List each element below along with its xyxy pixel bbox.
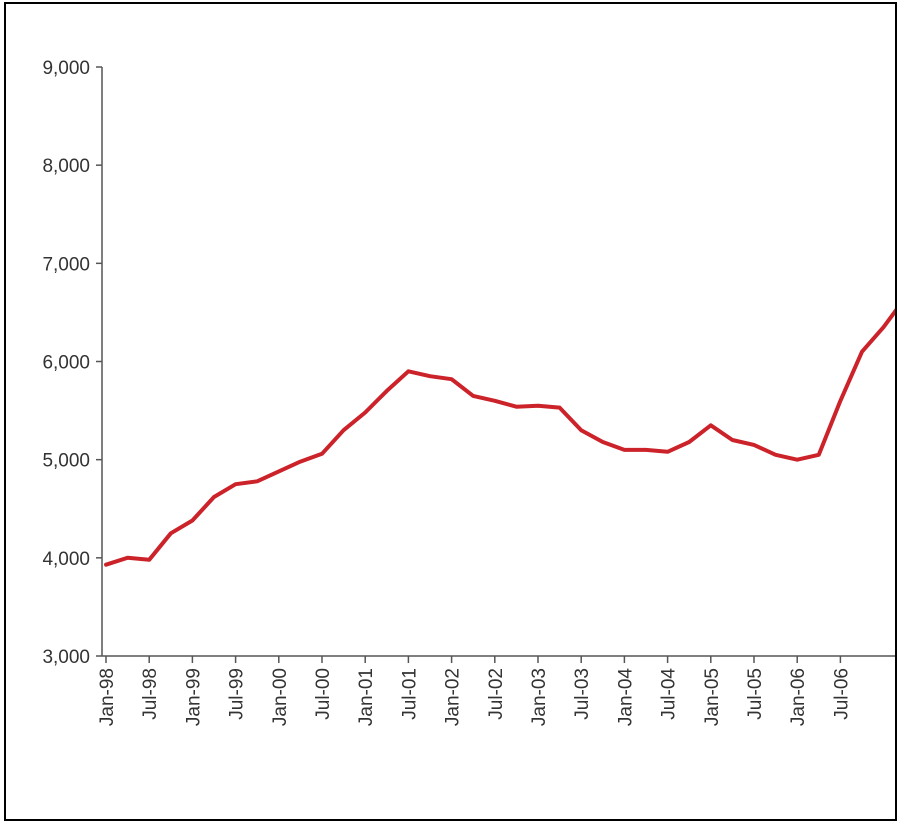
x-tick-label: Jul-05: [745, 668, 766, 720]
y-tick-label: 8,000: [42, 156, 90, 177]
y-tick-label: 9,000: [42, 58, 90, 79]
x-tick-label: Jul-01: [399, 668, 420, 720]
x-tick-label: Jan-04: [615, 668, 636, 727]
x-tick-label: Jan-99: [183, 668, 204, 726]
x-tick-label: Jul-06: [831, 668, 852, 720]
x-tick-label: Jul-98: [140, 668, 161, 720]
x-tick-label: Jan-01: [356, 668, 377, 726]
y-tick-label: 3,000: [42, 647, 90, 668]
x-tick-label: Jul-03: [572, 668, 593, 720]
x-axis: Jan-98 Jul-98 Jan-99 Jul-99 Jan-00 Jul-00 Jan-…: [97, 655, 895, 727]
series-layer: [104, 308, 895, 567]
x-tick-label: Jul-04: [659, 668, 680, 720]
x-tick-label: Jul-99: [227, 668, 248, 720]
x-tick-label: Jan-05: [702, 668, 723, 726]
x-tick-label: Jul-02: [486, 668, 507, 720]
x-tick-label: Jul-00: [313, 668, 334, 720]
series-line-0: [104, 308, 895, 567]
x-tick-label: Jan-02: [443, 668, 464, 726]
chart-frame: 3,000 4,000 5,000 6,000 7,000 8,000 9,000 Jan-…: [4, 2, 897, 821]
x-tick-label: Jan-06: [788, 668, 809, 726]
x-tick-label: Jan-00: [270, 668, 291, 726]
line-chart: 3,000 4,000 5,000 6,000 7,000 8,000 9,000 Jan-…: [42, 58, 895, 727]
y-tick-label: 4,000: [42, 549, 90, 570]
y-tick-label: 6,000: [42, 353, 90, 374]
y-axis: 3,000 4,000 5,000 6,000 7,000 8,000 9,000: [42, 58, 103, 668]
x-tick-label: Jan-03: [529, 668, 550, 726]
x-tick-label: Jan-98: [97, 668, 118, 726]
y-tick-label: 5,000: [42, 451, 90, 472]
y-tick-label: 7,000: [42, 254, 90, 275]
